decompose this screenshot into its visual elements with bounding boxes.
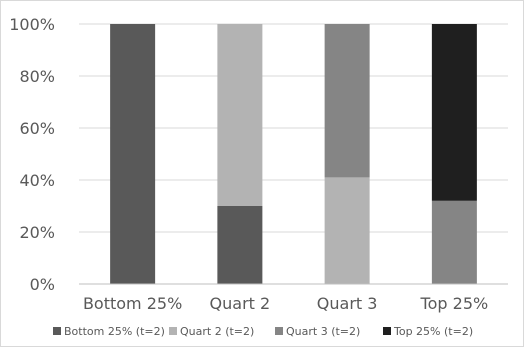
bar-segment bbox=[431, 24, 477, 201]
legend-label: Quart 2 (t=2) bbox=[180, 325, 254, 338]
x-category-label: Bottom 25% bbox=[83, 294, 182, 313]
bar-segment bbox=[217, 206, 263, 284]
bar-segment bbox=[431, 200, 477, 284]
bar-segment bbox=[324, 177, 370, 284]
x-category-label: Top 25% bbox=[420, 294, 489, 313]
legend-swatch bbox=[383, 327, 391, 335]
y-tick-label: 80% bbox=[19, 67, 55, 86]
y-tick-label: 40% bbox=[19, 171, 55, 190]
legend-label: Top 25% (t=2) bbox=[393, 325, 473, 338]
x-category-label: Quart 2 bbox=[210, 294, 271, 313]
x-category-label: Quart 3 bbox=[317, 294, 378, 313]
legend-swatch bbox=[53, 327, 61, 335]
y-tick-label: 0% bbox=[30, 275, 55, 294]
bar-segment bbox=[110, 24, 156, 284]
y-tick-label: 20% bbox=[19, 223, 55, 242]
y-tick-label: 100% bbox=[9, 15, 55, 34]
legend-swatch bbox=[169, 327, 177, 335]
y-tick-label: 60% bbox=[19, 119, 55, 138]
bar-segment bbox=[217, 24, 263, 206]
legend-label: Quart 3 (t=2) bbox=[286, 325, 360, 338]
bar-segment bbox=[324, 24, 370, 178]
legend-swatch bbox=[275, 327, 283, 335]
legend-label: Bottom 25% (t=2) bbox=[64, 325, 165, 338]
